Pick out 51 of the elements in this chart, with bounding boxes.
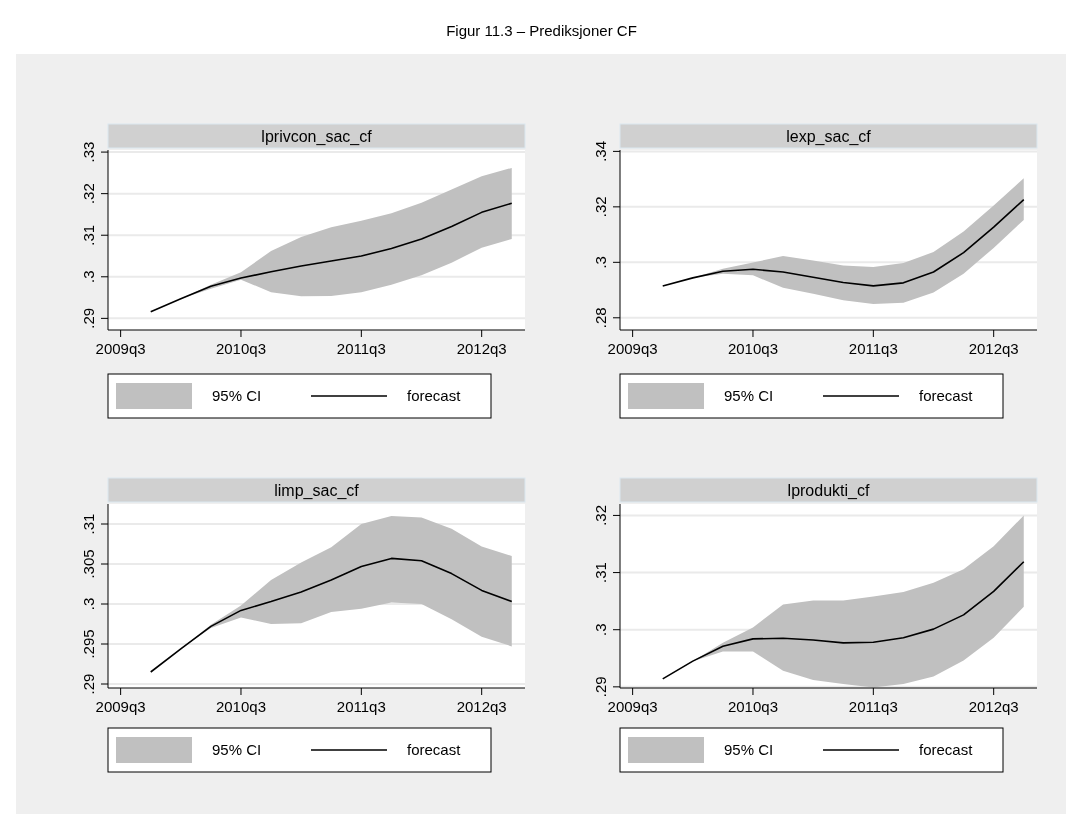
x-tick-label: 2012q3 bbox=[968, 340, 1019, 357]
x-tick-label: 2012q3 bbox=[456, 698, 507, 715]
text: forecast bbox=[919, 741, 974, 758]
x-tick-label: 2010q3 bbox=[215, 340, 267, 357]
text: 95% CI bbox=[212, 741, 262, 758]
y-tick-label: .28 bbox=[592, 307, 609, 329]
text: 95% CI bbox=[724, 741, 774, 758]
line-series bbox=[149, 557, 513, 673]
x-tick-label: 2009q3 bbox=[95, 698, 146, 715]
x-tick-label: 2010q3 bbox=[727, 698, 779, 715]
chart-title: lprivcon_sac_cf bbox=[261, 128, 373, 146]
x-tick-label: 2012q3 bbox=[968, 698, 1019, 715]
y-tick-label: .3 bbox=[592, 623, 609, 636]
text: forecast bbox=[407, 387, 462, 404]
y-tick-label: .32 bbox=[80, 183, 97, 205]
y-tick-label: .3 bbox=[592, 256, 609, 269]
x-tick-label: 2012q3 bbox=[456, 340, 507, 357]
text: 95% CI bbox=[212, 387, 262, 404]
y-tick-label: .295 bbox=[80, 629, 97, 659]
y-tick-label: .29 bbox=[80, 673, 97, 695]
x-tick-label: 2009q3 bbox=[607, 698, 658, 715]
y-tick-label: .31 bbox=[592, 562, 609, 583]
y-tick-label: .31 bbox=[80, 224, 97, 246]
chart-title: lprodukti_cf bbox=[787, 482, 870, 500]
x-tick-label: 2011q3 bbox=[336, 340, 386, 357]
chart-title: limp_sac_cf bbox=[274, 482, 360, 500]
y-tick-label: .34 bbox=[592, 140, 609, 162]
x-tick-label: 2010q3 bbox=[727, 340, 779, 357]
y-tick-label: .31 bbox=[80, 513, 97, 535]
y-tick-label: .3 bbox=[80, 270, 97, 284]
text: Figur 11.3 – Prediksjoner CF bbox=[446, 22, 637, 39]
x-tick-label: 2011q3 bbox=[848, 698, 898, 715]
text: 95% CI bbox=[724, 387, 774, 404]
y-tick-label: .305 bbox=[80, 549, 97, 579]
line-series bbox=[661, 560, 1025, 680]
x-tick-label: 2009q3 bbox=[95, 340, 146, 357]
y-tick-label: .3 bbox=[80, 597, 97, 611]
y-tick-label: .29 bbox=[80, 307, 97, 329]
line-series bbox=[149, 202, 513, 313]
x-tick-label: 2011q3 bbox=[336, 698, 386, 715]
x-tick-label: 2009q3 bbox=[607, 340, 658, 357]
y-tick-label: .32 bbox=[592, 196, 609, 218]
line-series bbox=[661, 198, 1025, 287]
chart-title: lexp_sac_cf bbox=[786, 128, 872, 146]
x-tick-label: 2010q3 bbox=[215, 698, 267, 715]
y-tick-label: .29 bbox=[592, 676, 609, 698]
y-tick-label: .33 bbox=[80, 141, 97, 163]
y-tick-label: .32 bbox=[592, 505, 609, 526]
x-tick-label: 2011q3 bbox=[848, 340, 898, 357]
text: forecast bbox=[407, 741, 462, 758]
text: forecast bbox=[919, 387, 974, 404]
